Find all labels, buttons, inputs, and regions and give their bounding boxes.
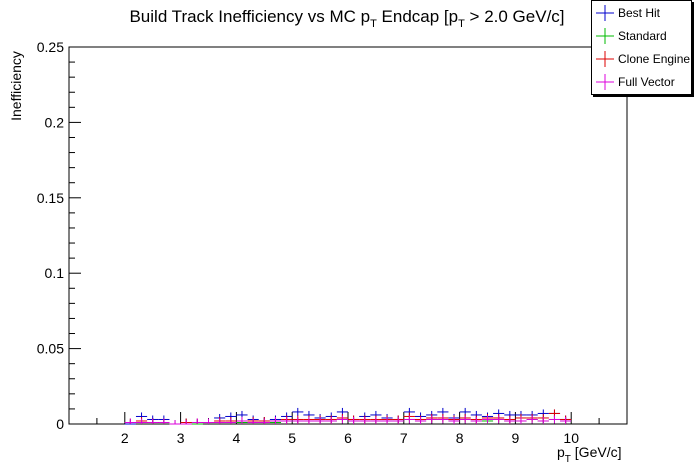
y-axis: 0 0.05 0.1 0.15 0.2 0.25 [37,39,81,432]
data-point [448,416,460,424]
x-tick-label: 8 [456,430,464,446]
legend-marker-clone-engine [596,51,614,67]
x-tick-label: 9 [512,430,520,446]
legend-label-standard: Standard [618,29,667,43]
data-point [537,416,549,424]
data-point [147,418,159,424]
x-tick-label: 5 [288,430,296,446]
x-tick-label: 3 [177,430,185,446]
x-tick-label: 4 [233,430,241,446]
data-point [426,415,438,424]
x-axis-label: pT [GeV/c] [557,444,621,465]
data-point [414,416,427,424]
y-tick-label: 0.2 [45,114,65,130]
y-tick-label: 0 [56,416,64,432]
data-series [124,407,572,425]
data-point [225,418,237,424]
data-point [526,415,538,424]
chart-title: Build Track Inefficiency vs MC pT Endcap… [129,7,564,30]
legend: Best Hit Standard Clone Engine Full Vect… [591,0,692,95]
data-point [325,416,337,424]
plot-frame [68,46,628,425]
x-tick-label: 6 [344,430,352,446]
data-point [258,418,270,424]
data-point [180,420,192,425]
data-point [560,416,572,424]
legend-label-full-vector: Full Vector [618,75,675,89]
data-point [493,415,505,424]
data-point [314,416,326,424]
data-point [236,416,248,424]
data-point [504,416,516,424]
data-point [191,418,203,424]
data-point [459,415,471,424]
data-point [437,415,449,424]
legend-label-best-hit: Best Hit [618,6,661,20]
x-tick-label: 10 [563,430,579,446]
data-point [214,418,226,424]
legend-item-clone-engine: Clone Engine [592,48,691,70]
data-point [202,418,215,424]
data-point [515,416,527,424]
legend-label-clone-engine: Clone Engine [618,52,691,66]
data-point [292,407,304,416]
data-point [392,416,404,424]
legend-item-standard: Standard [592,25,691,47]
y-axis-label: Inefficiency [8,51,24,121]
y-tick-label: 0.05 [37,341,64,357]
x-axis: 2 3 4 5 6 7 8 9 10 [68,412,628,446]
legend-item-full-vector: Full Vector [592,71,691,93]
legend-item-best-hit: Best Hit [592,2,691,24]
data-point [169,420,181,425]
y-tick-label: 0.15 [37,190,64,206]
data-point [269,416,282,424]
data-point [348,416,360,424]
data-point [548,415,561,424]
data-point [370,416,382,424]
legend-marker-best-hit [596,5,614,21]
data-point [470,416,482,424]
data-point [481,415,494,424]
legend-marker-full-vector [596,74,614,90]
data-point [124,418,136,424]
series-full-vector [124,415,572,425]
data-point [292,416,304,424]
y-tick-label: 0.1 [45,265,65,281]
legend-marker-standard [596,28,614,44]
data-point [381,416,393,424]
y-tick-label: 0.25 [37,39,64,55]
data-point [303,416,315,424]
data-point [403,415,415,424]
data-point [247,418,259,424]
x-tick-label: 2 [121,430,129,446]
data-point [158,418,170,424]
data-point [281,416,293,424]
data-point [359,416,371,424]
data-point [336,415,348,424]
data-point [135,418,148,424]
x-tick-label: 7 [400,430,408,446]
